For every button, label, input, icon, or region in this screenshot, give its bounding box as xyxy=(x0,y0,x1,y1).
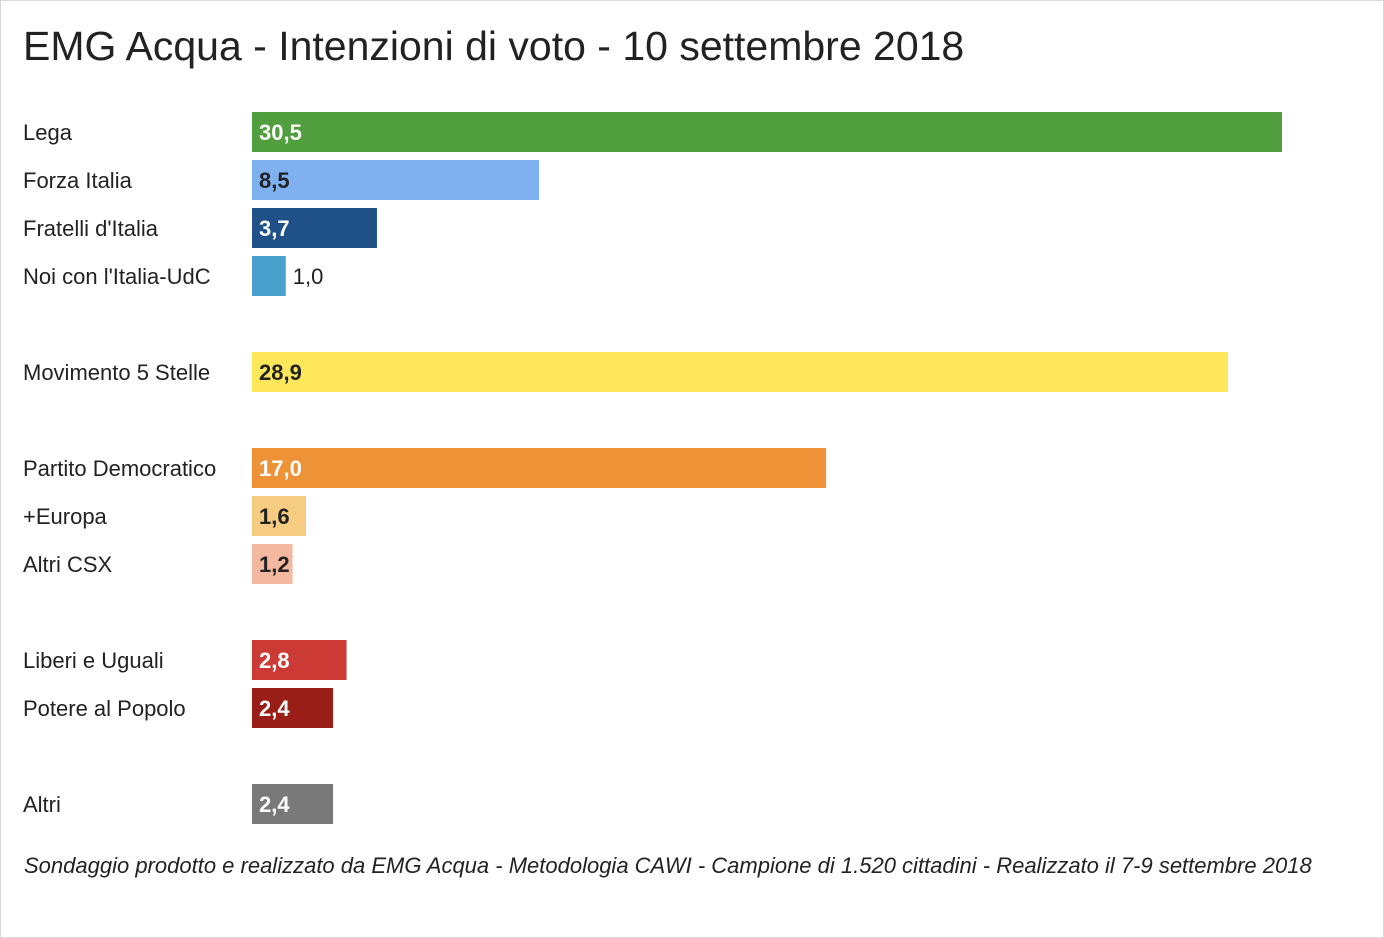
value-label: 2,8 xyxy=(259,648,290,673)
bar xyxy=(252,544,293,584)
value-label: 1,6 xyxy=(259,504,290,529)
category-label: Lega xyxy=(23,120,73,145)
bar xyxy=(252,208,377,248)
value-label: 1,0 xyxy=(293,264,324,289)
category-label: Potere al Popolo xyxy=(23,696,186,721)
value-label: 3,7 xyxy=(259,216,290,241)
chart-title: EMG Acqua - Intenzioni di voto - 10 sett… xyxy=(23,23,965,69)
chart-footnote: Sondaggio prodotto e realizzato da EMG A… xyxy=(24,853,1312,878)
bar xyxy=(252,688,334,728)
category-label: Fratelli d'Italia xyxy=(23,216,159,241)
category-label: +Europa xyxy=(23,504,108,529)
bar-chart: Lega 30,5 Forza Italia 8,5 Fratelli d'Italia… xyxy=(23,112,1282,824)
bar xyxy=(252,352,1228,392)
bar xyxy=(252,112,1282,152)
category-label: Partito Democratico xyxy=(23,456,216,481)
value-label: 1,2 xyxy=(259,552,290,577)
value-label: 2,4 xyxy=(259,696,290,721)
value-label: 28,9 xyxy=(259,360,302,385)
value-label: 30,5 xyxy=(259,120,302,145)
bar xyxy=(252,640,347,680)
bar xyxy=(252,160,540,200)
bar xyxy=(252,256,286,296)
category-label: Forza Italia xyxy=(23,168,133,193)
category-label: Noi con l'Italia-UdC xyxy=(23,264,211,289)
category-label: Movimento 5 Stelle xyxy=(23,360,210,385)
value-label: 17,0 xyxy=(259,456,302,481)
value-label: 2,4 xyxy=(259,792,290,817)
value-label: 8,5 xyxy=(259,168,290,193)
bar xyxy=(252,496,307,536)
bar xyxy=(252,784,334,824)
category-label: Altri CSX xyxy=(23,552,113,577)
bar xyxy=(252,448,827,488)
category-label: Liberi e Uguali xyxy=(23,648,164,673)
category-label: Altri xyxy=(23,792,61,817)
